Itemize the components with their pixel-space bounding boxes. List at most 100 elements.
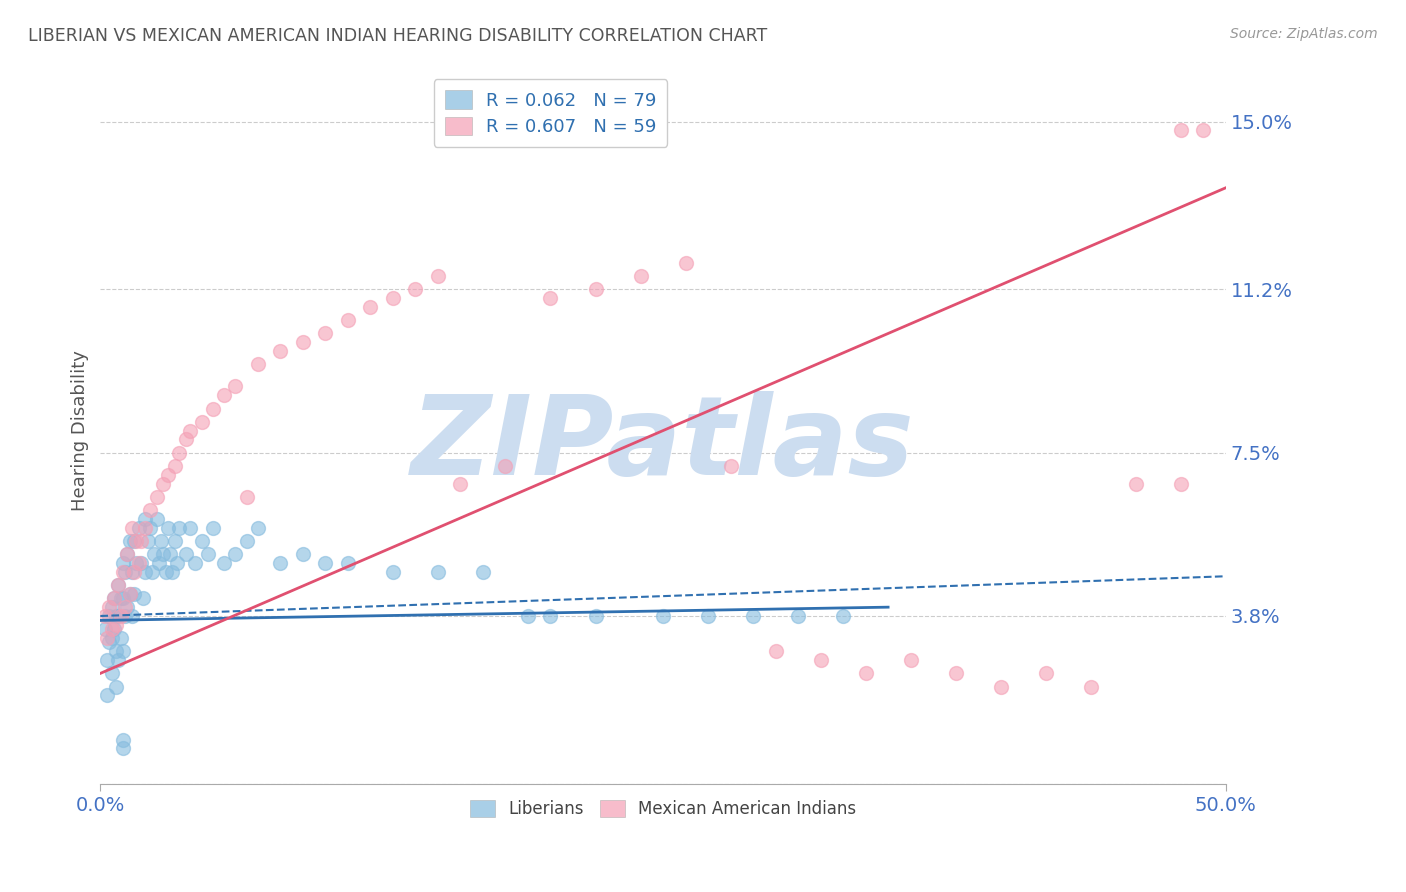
Point: [381, 291, 404, 305]
Point: [118, 587, 141, 601]
Point: [145, 490, 167, 504]
Point: [148, 556, 170, 570]
Point: [381, 565, 404, 579]
Point: [152, 476, 174, 491]
Point: [166, 556, 188, 570]
Point: [150, 533, 173, 548]
Point: [585, 282, 607, 296]
Text: Source: ZipAtlas.com: Source: ZipAtlas.com: [1230, 27, 1378, 41]
Point: [163, 458, 186, 473]
Point: [103, 591, 125, 606]
Point: [1170, 476, 1192, 491]
Point: [167, 445, 190, 459]
Point: [111, 644, 134, 658]
Point: [1125, 476, 1147, 491]
Point: [197, 547, 219, 561]
Point: [224, 379, 246, 393]
Point: [145, 512, 167, 526]
Point: [540, 609, 562, 624]
Point: [787, 609, 810, 624]
Point: [269, 556, 291, 570]
Point: [111, 565, 134, 579]
Point: [129, 533, 152, 548]
Point: [404, 282, 426, 296]
Point: [118, 533, 141, 548]
Point: [359, 300, 381, 314]
Point: [540, 291, 562, 305]
Point: [990, 680, 1012, 694]
Point: [122, 565, 145, 579]
Y-axis label: Hearing Disability: Hearing Disability: [72, 351, 89, 511]
Point: [111, 556, 134, 570]
Point: [585, 609, 607, 624]
Point: [103, 591, 125, 606]
Point: [945, 666, 967, 681]
Point: [291, 335, 314, 350]
Point: [121, 565, 143, 579]
Point: [336, 313, 359, 327]
Point: [291, 547, 314, 561]
Point: [105, 617, 128, 632]
Point: [1080, 680, 1102, 694]
Point: [107, 653, 129, 667]
Point: [125, 533, 148, 548]
Point: [121, 609, 143, 624]
Point: [652, 609, 675, 624]
Point: [246, 357, 269, 371]
Point: [426, 269, 449, 284]
Point: [174, 547, 197, 561]
Point: [167, 521, 190, 535]
Point: [314, 326, 336, 341]
Point: [110, 609, 132, 624]
Point: [143, 547, 166, 561]
Legend: Liberians, Mexican American Indians: Liberians, Mexican American Indians: [463, 793, 863, 825]
Point: [336, 556, 359, 570]
Point: [155, 565, 177, 579]
Point: [224, 547, 246, 561]
Point: [235, 490, 257, 504]
Point: [162, 565, 184, 579]
Point: [114, 609, 136, 624]
Point: [105, 644, 128, 658]
Point: [163, 533, 186, 548]
Point: [122, 587, 145, 601]
Point: [96, 653, 118, 667]
Point: [174, 433, 197, 447]
Point: [129, 556, 152, 570]
Point: [179, 424, 201, 438]
Point: [139, 503, 162, 517]
Point: [122, 533, 145, 548]
Point: [201, 401, 224, 416]
Point: [110, 631, 132, 645]
Point: [159, 547, 181, 561]
Point: [110, 591, 132, 606]
Point: [128, 521, 150, 535]
Point: [105, 680, 128, 694]
Point: [426, 565, 449, 579]
Point: [111, 591, 134, 606]
Point: [107, 578, 129, 592]
Point: [100, 631, 122, 645]
Point: [114, 600, 136, 615]
Point: [111, 741, 134, 756]
Point: [246, 521, 269, 535]
Point: [810, 653, 832, 667]
Point: [900, 653, 922, 667]
Point: [128, 556, 150, 570]
Point: [314, 556, 336, 570]
Point: [111, 732, 134, 747]
Text: ZIPatlas: ZIPatlas: [411, 392, 915, 499]
Point: [855, 666, 877, 681]
Point: [765, 644, 787, 658]
Point: [132, 591, 155, 606]
Point: [184, 556, 207, 570]
Point: [94, 622, 117, 636]
Point: [118, 587, 141, 601]
Point: [832, 609, 855, 624]
Point: [125, 556, 148, 570]
Point: [94, 609, 117, 624]
Point: [96, 689, 118, 703]
Point: [212, 388, 235, 402]
Point: [472, 565, 495, 579]
Point: [139, 521, 162, 535]
